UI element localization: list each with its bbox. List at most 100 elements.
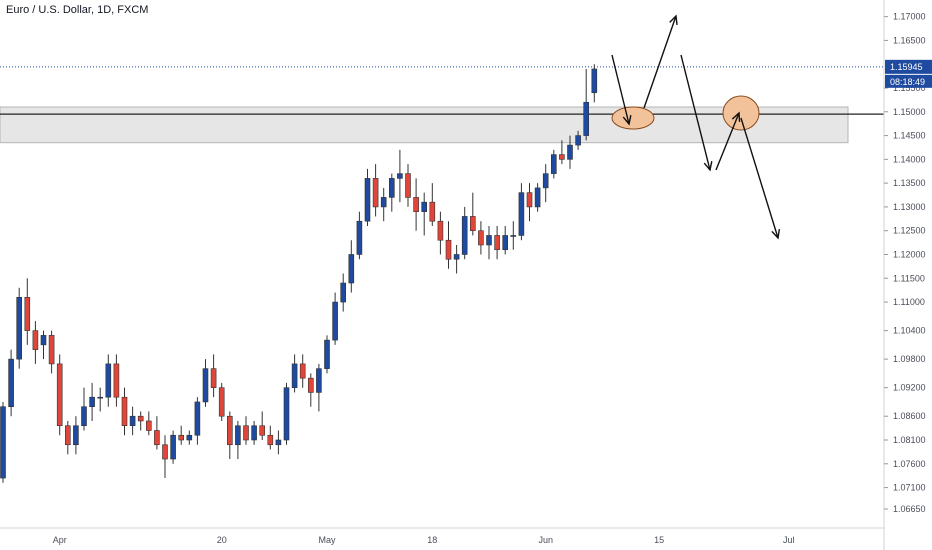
price-axis-label: 1.08100	[893, 435, 926, 445]
candle-body-up	[534, 187, 541, 208]
candle-body-down	[526, 192, 533, 208]
candle	[542, 164, 549, 203]
candle	[16, 287, 23, 369]
candle	[307, 373, 314, 407]
countdown-tag	[885, 74, 932, 88]
candle-body-up	[356, 220, 363, 255]
candle-body-down	[56, 363, 63, 427]
candle-body-down	[227, 415, 233, 446]
candle	[413, 178, 419, 231]
candle-body-up	[275, 439, 282, 446]
candle	[178, 425, 184, 445]
candle	[251, 420, 257, 445]
candle	[56, 354, 63, 436]
candle-body-up	[186, 434, 193, 441]
candle	[40, 330, 47, 360]
candle	[218, 382, 225, 421]
price-axis-label: 1.07100	[893, 483, 926, 493]
candle	[453, 244, 460, 274]
price-axis-label: 1.12000	[893, 249, 926, 259]
candle-body-up	[105, 363, 112, 398]
candle	[356, 211, 363, 260]
projection-arrow-head	[731, 111, 741, 123]
candle	[429, 183, 436, 226]
candle	[518, 183, 525, 241]
chart-title: Euro / U.S. Dollar, 1D, FXCM	[6, 4, 149, 16]
candle-body-up	[461, 216, 468, 255]
candle-body-down	[405, 173, 411, 198]
candle-body-up	[397, 173, 403, 179]
candle-body-down	[372, 178, 379, 208]
candle	[510, 221, 517, 250]
candle	[105, 354, 112, 407]
projection-arrow	[680, 54, 711, 171]
candle	[275, 430, 282, 455]
candle	[421, 192, 428, 236]
candle-body-down	[267, 434, 274, 446]
candle	[575, 130, 581, 150]
pullback-ellipse	[611, 106, 655, 130]
candle-body-up	[40, 335, 47, 346]
candle-body-down	[469, 216, 476, 232]
candle	[73, 416, 79, 455]
time-axis-label: Apr	[53, 535, 67, 545]
candle	[129, 406, 136, 436]
countdown-value: 08:18:49	[890, 77, 925, 87]
candle-body-up	[0, 406, 6, 479]
price-axis-label: 1.09800	[893, 354, 926, 364]
candle	[397, 149, 403, 203]
candle-body-up	[453, 254, 460, 260]
candle	[534, 183, 541, 212]
price-axis-label: 1.14000	[893, 154, 926, 164]
candle-body-up	[340, 282, 347, 303]
candle	[243, 416, 249, 445]
candle-body-down	[48, 335, 55, 365]
time-axis-label: 15	[654, 535, 664, 545]
candle	[267, 425, 274, 450]
candle-body-up	[251, 425, 257, 441]
candle	[8, 349, 14, 417]
time-axis-label: 20	[217, 535, 227, 545]
candle-body-down	[494, 235, 500, 251]
candle	[526, 183, 533, 222]
candle-body-up	[283, 387, 290, 441]
candle-body-down	[559, 154, 565, 160]
candle-body-up	[332, 301, 338, 341]
candle-body-up	[591, 68, 598, 94]
candle-body-up	[583, 101, 590, 136]
candle	[259, 411, 266, 440]
candle	[445, 221, 452, 269]
price-axis-label: 1.06650	[893, 504, 926, 514]
candle	[550, 149, 557, 179]
resistance-zone	[0, 106, 849, 144]
candle	[437, 211, 444, 255]
candle-body-down	[113, 363, 120, 398]
candle	[478, 221, 484, 255]
candle	[65, 420, 71, 455]
candle	[486, 225, 492, 260]
candle	[0, 401, 6, 483]
time-axis-label: 18	[427, 535, 437, 545]
candle-body-up	[567, 144, 573, 160]
candle-body-up	[73, 425, 79, 446]
candle	[494, 225, 500, 260]
price-axis-label: 1.11500	[893, 273, 925, 283]
price-axis-label: 1.07600	[893, 459, 926, 469]
last-price-value: 1.15945	[890, 62, 923, 72]
candle-body-up	[8, 358, 14, 408]
candle	[283, 382, 290, 445]
candle	[583, 68, 590, 141]
price-axis-label: 1.15000	[893, 107, 926, 117]
candle-body-down	[121, 396, 128, 427]
candle	[316, 363, 322, 412]
candle-body-down	[154, 430, 160, 446]
candle-body-up	[89, 396, 95, 408]
candle	[210, 354, 217, 398]
candle	[194, 397, 201, 445]
candle-body-up	[81, 406, 87, 427]
candle-body-up	[518, 192, 525, 236]
price-axis-label: 1.12500	[893, 226, 926, 236]
candle-body-down	[299, 363, 306, 379]
candle-body-up	[502, 235, 509, 251]
